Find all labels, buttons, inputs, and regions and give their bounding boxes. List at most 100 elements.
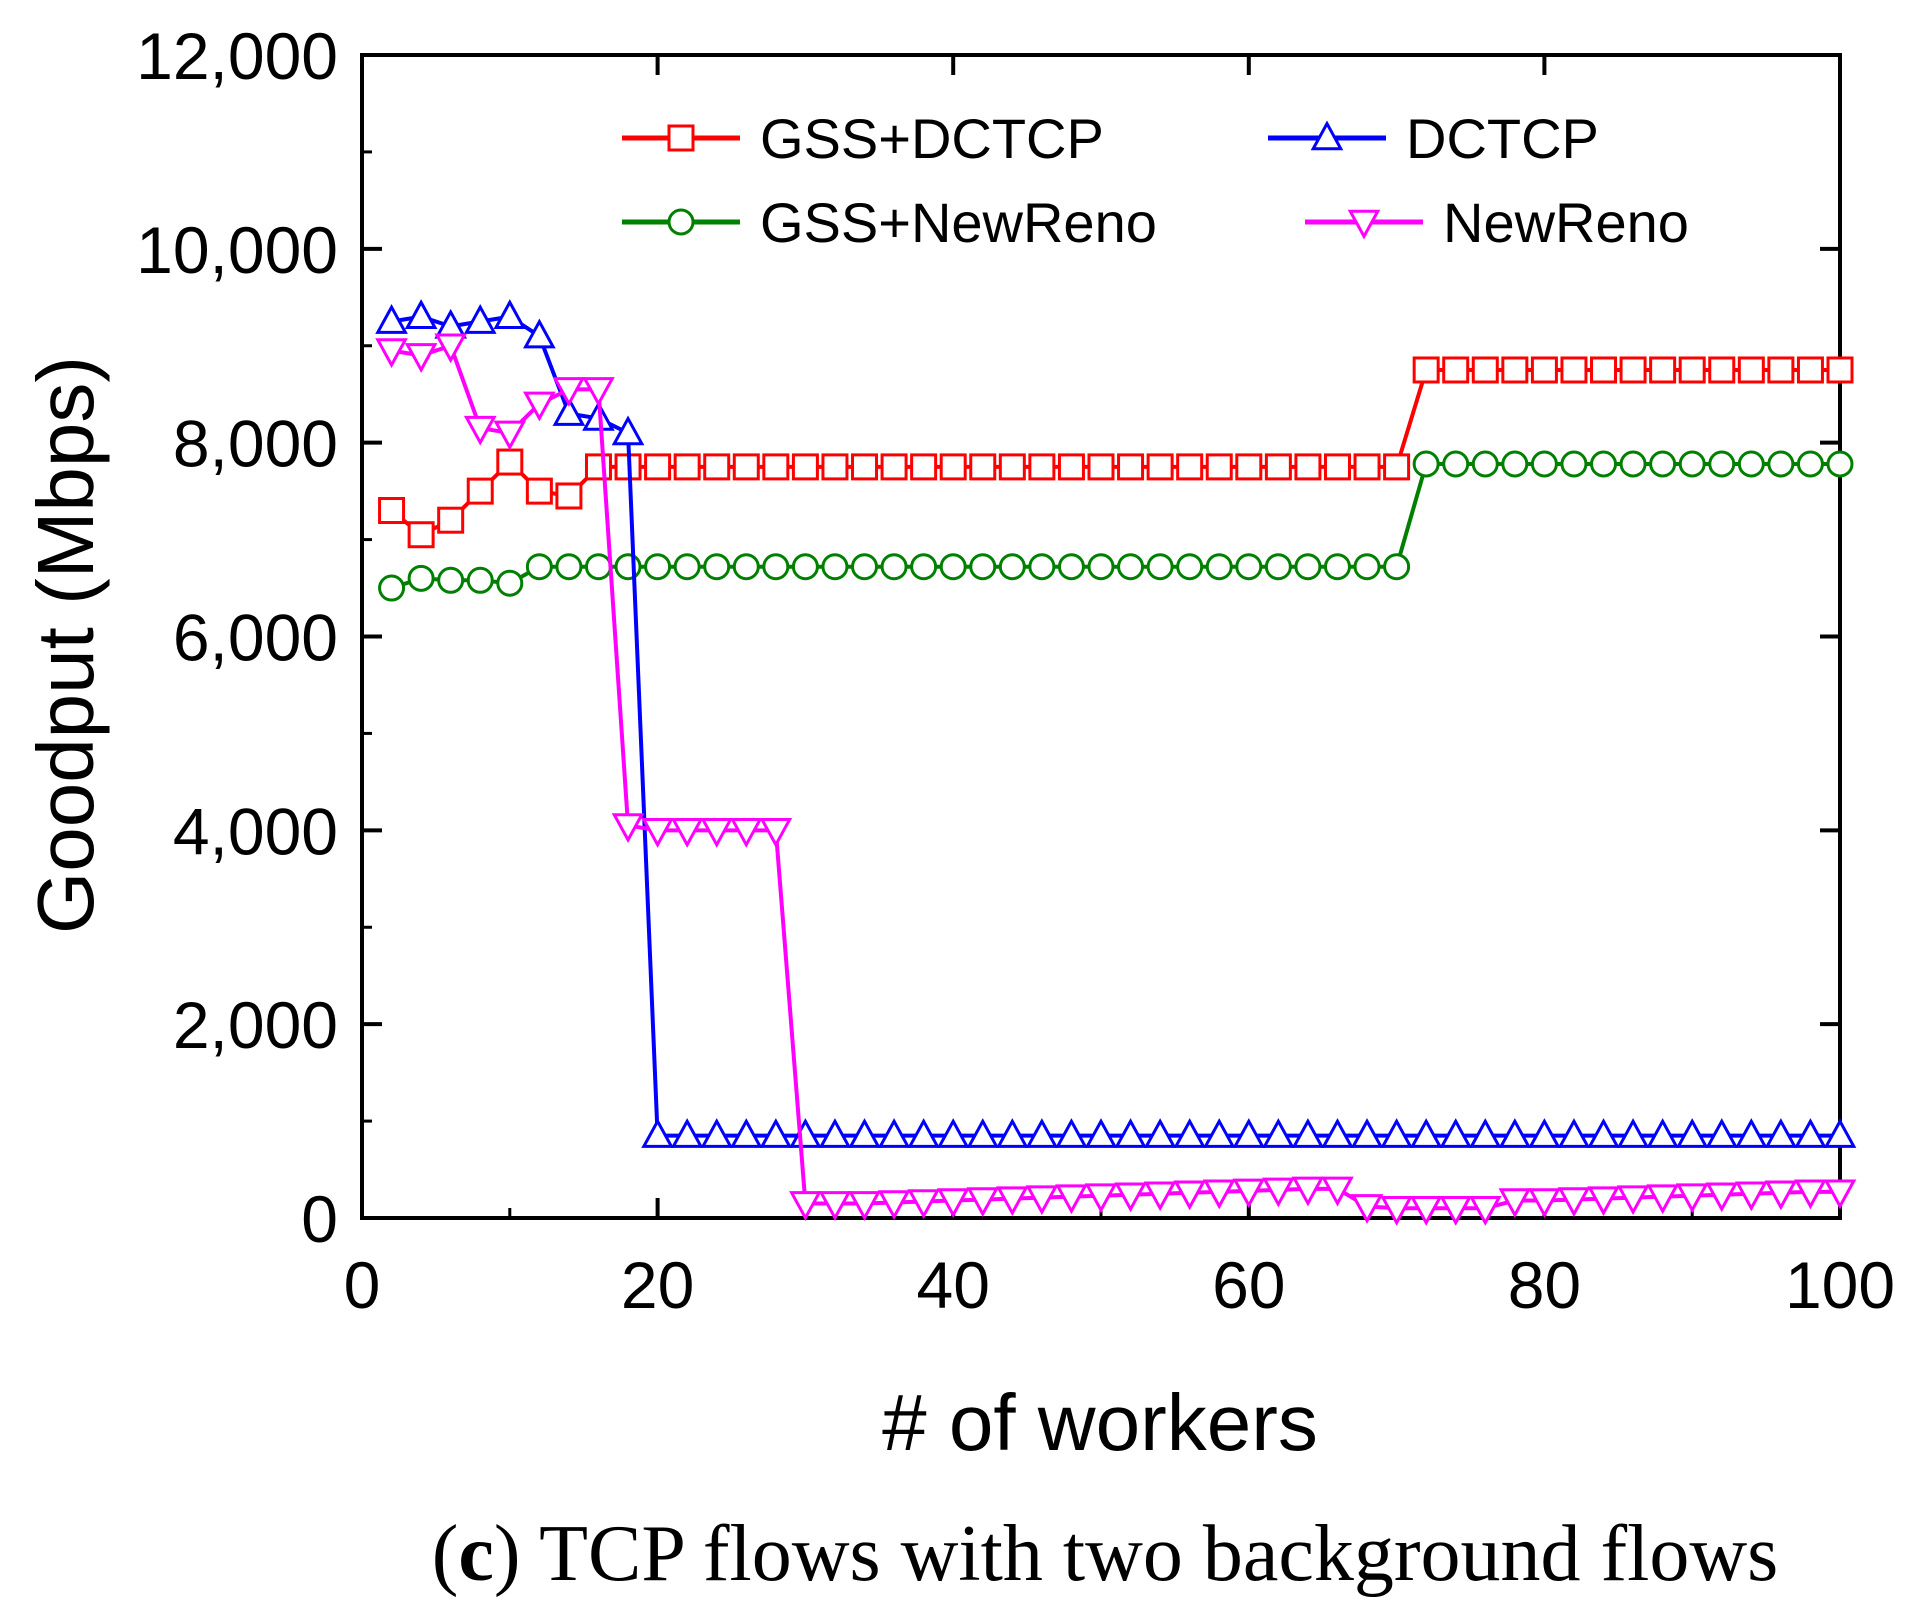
data-point-dctcp	[907, 1118, 940, 1148]
data-point-newreno	[1025, 1185, 1059, 1216]
y-axis-title: Goodput (Mbps)	[21, 356, 110, 934]
legend-entry-dctcp: DCTCP	[1268, 107, 1599, 170]
data-point-gss-dctcp	[939, 453, 967, 481]
data-point-gss-dctcp	[407, 521, 435, 549]
legend-label-gss-newreno: GSS+NewReno	[760, 191, 1157, 254]
legend-marker-gss-dctcp	[667, 124, 695, 152]
x-tick-label: 80	[1508, 1248, 1581, 1322]
data-point-newreno	[1350, 1194, 1384, 1224]
data-point-newreno	[1409, 1196, 1443, 1226]
data-point-gss-dctcp	[1176, 453, 1204, 481]
series-layer	[375, 299, 1857, 1226]
data-point-gss-newreno	[525, 553, 553, 581]
data-point-gss-dctcp	[1530, 356, 1558, 384]
data-point-dctcp	[1025, 1118, 1059, 1148]
data-point-gss-dctcp	[1146, 453, 1174, 481]
y-tick-label: 6,000	[173, 601, 338, 675]
data-point-newreno	[1114, 1182, 1147, 1213]
data-point-gss-newreno	[1205, 553, 1233, 581]
data-point-gss-dctcp	[732, 453, 760, 481]
data-point-newreno	[434, 333, 468, 364]
x-tick-label: 100	[1785, 1248, 1895, 1322]
data-point-gss-dctcp	[1117, 453, 1145, 481]
data-point-newreno	[493, 420, 527, 451]
data-point-gss-dctcp	[998, 453, 1026, 481]
data-point-newreno	[1734, 1181, 1768, 1212]
data-point-newreno	[729, 818, 763, 848]
data-point-newreno	[1468, 1196, 1502, 1226]
data-point-gss-dctcp	[1087, 453, 1115, 481]
caption-close-paren: )	[494, 1510, 521, 1598]
data-point-gss-dctcp	[1796, 356, 1824, 384]
data-point-dctcp	[1823, 1118, 1857, 1148]
data-point-gss-dctcp	[1294, 453, 1322, 481]
series-gss-newreno	[378, 450, 1854, 602]
data-point-newreno	[936, 1188, 970, 1219]
series-line-gss-dctcp	[390, 367, 1840, 538]
data-point-newreno	[1498, 1188, 1532, 1219]
data-point-gss-newreno	[939, 553, 967, 581]
data-point-gss-newreno	[1767, 450, 1795, 478]
data-point-gss-newreno	[1383, 553, 1411, 581]
data-point-newreno	[1528, 1188, 1561, 1219]
data-point-gss-dctcp	[1205, 453, 1233, 481]
data-point-gss-newreno	[821, 553, 849, 581]
data-point-gss-newreno	[1264, 553, 1292, 581]
data-point-gss-dctcp	[1649, 356, 1677, 384]
data-point-gss-newreno	[1471, 450, 1499, 478]
data-point-gss-dctcp	[496, 448, 524, 476]
data-point-dctcp	[641, 1118, 674, 1148]
data-point-dctcp	[1409, 1118, 1443, 1148]
data-point-dctcp	[1114, 1118, 1147, 1148]
data-point-newreno	[1646, 1184, 1679, 1215]
data-point-dctcp	[1734, 1118, 1768, 1148]
data-point-gss-newreno	[1826, 450, 1854, 478]
data-point-gss-newreno	[1501, 450, 1529, 478]
data-point-gss-dctcp	[525, 477, 553, 505]
data-point-gss-dctcp	[910, 453, 938, 481]
data-point-dctcp	[1380, 1118, 1413, 1148]
data-point-newreno	[611, 813, 645, 844]
data-point-newreno	[670, 818, 704, 848]
data-point-newreno	[1557, 1187, 1591, 1218]
data-point-newreno	[995, 1186, 1029, 1217]
data-point-gss-newreno	[732, 553, 760, 581]
data-point-dctcp	[404, 299, 438, 329]
legend-entry-gss-newreno: GSS+NewReno	[622, 191, 1157, 254]
data-point-gss-newreno	[1678, 450, 1706, 478]
x-tick-label: 20	[621, 1248, 694, 1322]
data-point-newreno	[1084, 1183, 1118, 1214]
axes-layer: 0 20 40 60 80 100 0 2,000 4,000 6,000 8,000 10,000 1…	[136, 19, 1895, 1322]
data-point-dctcp	[759, 1118, 793, 1148]
data-point-gss-newreno	[1353, 553, 1381, 581]
data-point-gss-dctcp	[1501, 356, 1529, 384]
data-point-dctcp	[1764, 1118, 1798, 1148]
data-point-gss-dctcp	[1057, 453, 1085, 481]
data-point-newreno	[1380, 1196, 1413, 1226]
data-point-gss-newreno	[496, 569, 524, 597]
data-point-newreno	[1262, 1177, 1295, 1208]
data-point-gss-dctcp	[851, 453, 879, 481]
data-point-gss-dctcp	[821, 453, 849, 481]
data-point-gss-dctcp	[791, 453, 819, 481]
data-point-gss-newreno	[407, 564, 435, 592]
data-point-dctcp	[729, 1118, 763, 1148]
series-newreno	[375, 333, 1857, 1226]
data-point-dctcp	[1498, 1118, 1532, 1148]
data-point-dctcp	[611, 415, 645, 446]
data-point-gss-dctcp	[1826, 356, 1854, 384]
legend-label-newreno: NewReno	[1443, 191, 1689, 254]
data-point-gss-newreno	[584, 553, 612, 581]
data-point-newreno	[877, 1190, 911, 1221]
data-point-newreno	[966, 1187, 1000, 1218]
data-point-gss-newreno	[998, 553, 1026, 581]
data-point-dctcp	[1794, 1118, 1827, 1148]
data-point-newreno	[1823, 1179, 1857, 1210]
data-point-dctcp	[1557, 1118, 1591, 1148]
data-point-gss-dctcp	[1767, 356, 1795, 384]
caption-text: TCP flows with two background flows	[521, 1510, 1779, 1598]
data-point-gss-newreno	[1117, 553, 1145, 581]
legend-label-gss-dctcp: GSS+DCTCP	[760, 107, 1104, 170]
data-point-newreno	[700, 818, 734, 848]
data-point-gss-newreno	[673, 553, 701, 581]
